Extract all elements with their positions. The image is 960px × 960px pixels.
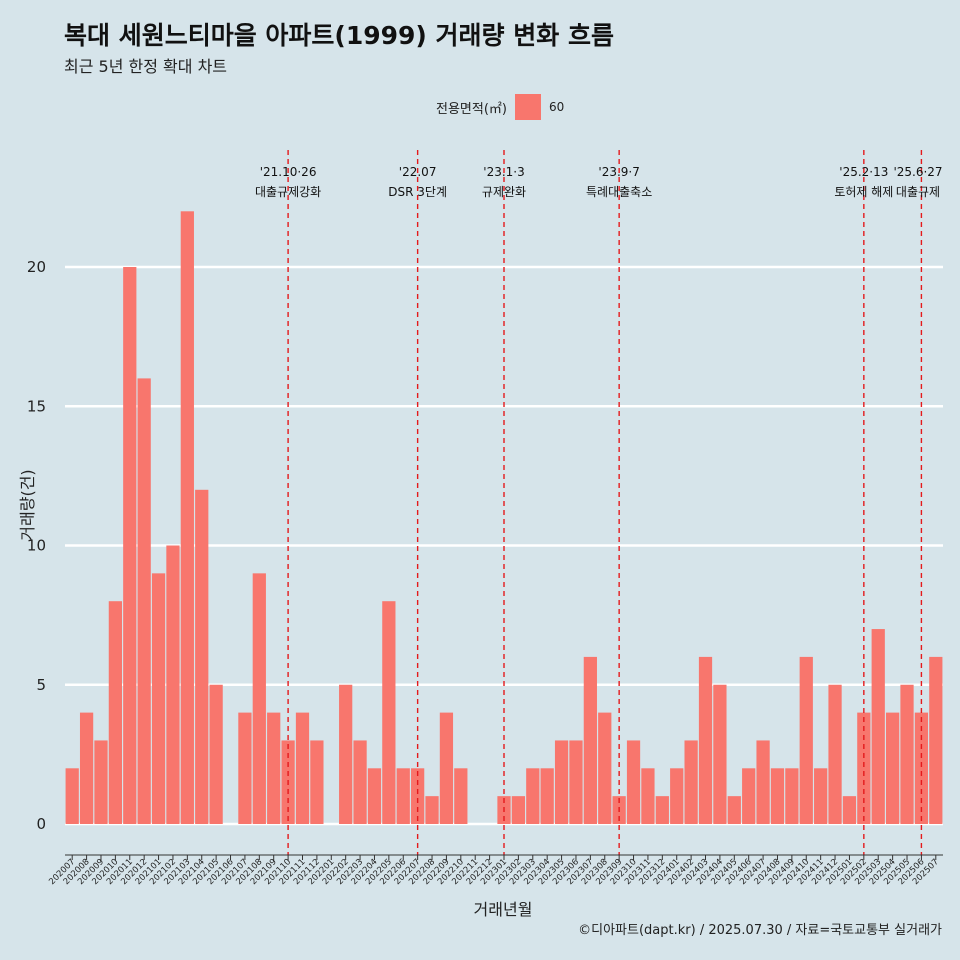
bar-202010 — [108, 601, 122, 824]
bar-202310 — [626, 740, 641, 824]
bar-202408 — [770, 768, 785, 824]
bar-202111 — [295, 712, 310, 824]
annotation-lines — [287, 150, 923, 855]
annotation-date: '22.07 — [399, 165, 437, 179]
bar-202210 — [454, 768, 468, 824]
bar-202112 — [310, 740, 324, 824]
annotation-label: 토허제 해제 — [834, 185, 893, 199]
chart-title: 복대 세원느티마을 아파트(1999) 거래량 변화 흐름 — [64, 21, 614, 50]
bar-202109 — [267, 712, 281, 824]
bar-202105 — [209, 684, 223, 824]
chart-subtitle: 최근 5년 한정 확대 차트 — [64, 57, 228, 76]
annotation-date: '25.6·27 — [893, 165, 942, 179]
annotation-date: '23.9·7 — [598, 165, 639, 179]
x-axis: 2020072020082020092020102020112020122021… — [47, 854, 943, 887]
bar-202009 — [94, 740, 108, 824]
bar-202507 — [929, 656, 943, 824]
bar-202103 — [180, 211, 194, 825]
y-tick-label: 15 — [27, 397, 46, 415]
legend: 전용면적(㎡) 60 — [436, 94, 564, 120]
y-tick-label: 0 — [36, 815, 46, 833]
bar-202403 — [698, 656, 713, 824]
annotation-date: '25.2·13 — [839, 165, 888, 179]
legend-swatch — [514, 94, 541, 120]
bar-202410 — [799, 656, 813, 824]
bar-202312 — [655, 796, 669, 824]
bar-202007 — [65, 768, 79, 824]
bar-202404 — [713, 684, 727, 824]
y-tick-label: 10 — [27, 537, 46, 555]
y-axis-ticks: 0 5 10 15 20 — [27, 258, 46, 833]
annotation-label: 대출규제강화 — [255, 185, 321, 199]
bar-202505 — [900, 684, 914, 824]
annotation-date: '21.10·26 — [260, 165, 317, 179]
source-caption: ©디아파트(dapt.kr) / 2025.07.30 / 자료=국토교통부 실… — [578, 923, 942, 938]
bar-202504 — [886, 712, 900, 824]
bar-202308 — [598, 712, 612, 824]
annotation-label: 대출규제 — [896, 185, 940, 199]
bar-202203 — [353, 740, 367, 824]
bar-202406 — [742, 768, 756, 824]
bar-202008 — [79, 712, 94, 824]
bar-202305 — [554, 740, 569, 824]
legend-title: 전용면적(㎡) — [436, 101, 507, 117]
bar-202101 — [151, 573, 166, 824]
bar-202205 — [382, 601, 396, 824]
bar-202102 — [166, 545, 180, 824]
bar-202401 — [670, 768, 684, 824]
bar-202303 — [526, 768, 540, 824]
bar-202503 — [871, 629, 885, 824]
y-tick-label: 5 — [36, 676, 46, 694]
annotation-labels: '21.10·26 대출규제강화 '22.07 DSR 3단계 '23.1·3 규제완화 '… — [255, 165, 943, 199]
x-axis-title: 거래년월 — [474, 900, 533, 919]
bar-202304 — [540, 768, 554, 824]
bar-202204 — [367, 768, 382, 824]
bar-202407 — [756, 740, 770, 824]
bar-202405 — [727, 796, 741, 824]
bar-202311 — [641, 768, 655, 824]
y-tick-label: 20 — [27, 258, 46, 276]
bar-202202 — [339, 684, 353, 824]
bar-202506 — [914, 712, 929, 824]
bar-202402 — [684, 740, 698, 824]
bar-202502 — [857, 712, 871, 824]
bar-202011 — [123, 267, 137, 824]
bar-202107 — [238, 712, 252, 824]
annotation-label: 규제완화 — [482, 185, 526, 199]
bar-202306 — [569, 740, 583, 824]
annotation-label: 특례대출축소 — [586, 185, 652, 199]
bar-202501 — [842, 796, 857, 824]
bar-202207 — [411, 768, 425, 824]
bar-202012 — [137, 378, 151, 824]
bar-202307 — [583, 656, 597, 824]
bar-202208 — [425, 796, 439, 824]
annotation-label: DSR 3단계 — [388, 185, 447, 199]
y-axis-title: 거래량(건) — [18, 469, 37, 540]
legend-label: 60 — [548, 100, 565, 114]
bar-202108 — [252, 573, 266, 824]
bar-202209 — [439, 712, 454, 824]
bar-202412 — [828, 684, 842, 824]
bar-202206 — [396, 768, 410, 824]
bar-202104 — [195, 489, 209, 824]
annotation-date: '23.1·3 — [483, 165, 524, 179]
bar-202409 — [785, 768, 799, 824]
bar-202411 — [814, 768, 828, 824]
bar-202302 — [511, 796, 526, 824]
bars — [65, 211, 943, 825]
